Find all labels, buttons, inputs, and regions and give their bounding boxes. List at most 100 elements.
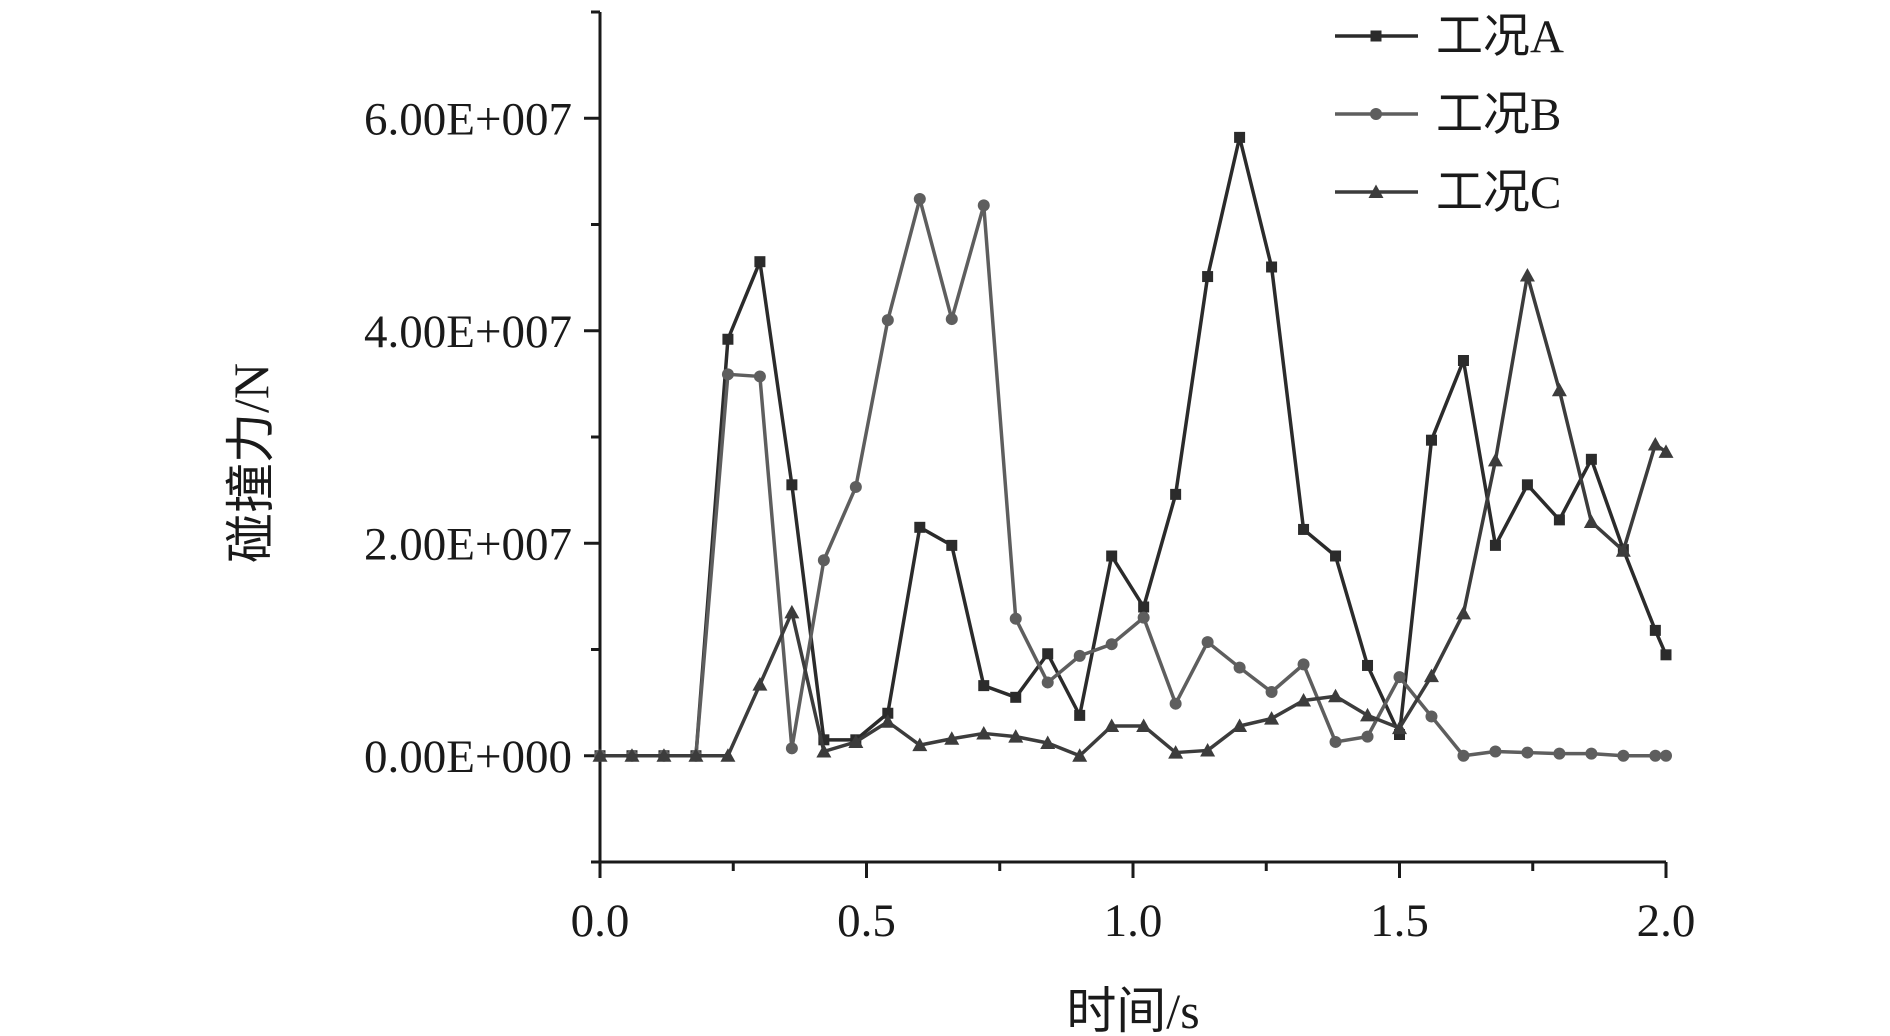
data-point	[1615, 543, 1631, 557]
data-point	[1425, 434, 1437, 446]
data-point	[1649, 749, 1662, 762]
data-point	[1136, 718, 1152, 732]
data-point	[688, 748, 704, 762]
data-point	[1519, 268, 1535, 282]
legend-marker	[1368, 184, 1384, 198]
data-point	[1233, 661, 1246, 674]
data-point	[1041, 676, 1054, 689]
data-point	[754, 256, 766, 268]
data-point	[1106, 550, 1118, 562]
data-point	[1658, 444, 1674, 458]
series-layer	[592, 131, 1674, 762]
legend: 工况A 工况B 工况C	[1335, 11, 1564, 219]
data-point	[624, 748, 640, 762]
data-point	[1234, 131, 1246, 143]
data-point	[1201, 636, 1214, 649]
legend-label: 工况B	[1436, 89, 1561, 141]
data-point	[946, 539, 958, 551]
data-point	[1455, 605, 1471, 620]
legend-marker	[1370, 108, 1382, 120]
series-line	[600, 135, 1668, 758]
data-point	[976, 725, 992, 740]
data-point	[880, 714, 896, 728]
data-point	[1649, 624, 1661, 636]
data-point	[720, 748, 736, 762]
y-ticks	[584, 10, 600, 864]
data-point	[978, 680, 990, 692]
data-point	[786, 479, 798, 491]
y-tick-label: 0.00E+000	[364, 731, 572, 783]
data-point	[913, 193, 926, 205]
data-point	[752, 677, 768, 691]
data-point	[1585, 453, 1597, 465]
legend-item: 工况A	[1335, 11, 1564, 63]
data-point	[1202, 271, 1214, 283]
data-point	[1298, 523, 1310, 535]
data-point	[722, 333, 734, 345]
data-point	[882, 707, 894, 719]
y-tick-label: 6.00E+007	[364, 93, 572, 145]
legend-marker	[1370, 30, 1382, 42]
data-point	[1138, 601, 1150, 613]
data-point	[1660, 649, 1672, 661]
x-tick-label: 0.5	[837, 895, 896, 947]
data-point	[1647, 436, 1663, 451]
data-point	[914, 521, 926, 533]
data-point	[1553, 514, 1565, 526]
legend-label: 工况A	[1436, 11, 1564, 63]
data-point	[1521, 746, 1534, 759]
series-3	[592, 268, 1674, 762]
data-point	[1040, 735, 1056, 749]
data-point	[945, 313, 958, 326]
legend-item: 工况C	[1335, 167, 1561, 219]
data-point	[1170, 488, 1182, 500]
data-point	[1265, 686, 1278, 698]
y-tick-label: 4.00E+007	[364, 306, 572, 358]
data-point	[1105, 638, 1118, 651]
data-point	[1074, 709, 1086, 721]
data-point	[1617, 749, 1630, 762]
data-point	[1009, 612, 1022, 625]
x-tick-label: 1.0	[1104, 895, 1163, 947]
data-point	[1487, 452, 1503, 467]
data-point	[753, 370, 766, 383]
series-1	[594, 131, 1672, 762]
data-point	[1393, 671, 1406, 684]
data-point	[1360, 707, 1376, 722]
data-point	[1521, 479, 1533, 491]
x-ticks	[598, 862, 1668, 878]
data-point	[1264, 711, 1280, 725]
x-tick-label: 2.0	[1637, 895, 1696, 947]
data-point	[656, 748, 672, 762]
data-point	[1104, 718, 1120, 732]
x-tick-label: 0.0	[571, 895, 630, 947]
data-point	[1168, 745, 1184, 759]
x-tick-labels: 0.0 0.5 1.0 1.5 2.0	[571, 895, 1696, 947]
data-point	[1329, 735, 1342, 748]
y-axis-title: 碰撞力/N	[223, 363, 279, 563]
data-point	[592, 748, 608, 762]
data-point	[1328, 688, 1344, 703]
data-point	[1394, 729, 1405, 740]
y-tick-labels: 0.00E+000 2.00E+007 4.00E+007 6.00E+007	[364, 93, 572, 783]
x-axis-title: 时间/s	[1066, 983, 1199, 1036]
data-point	[816, 744, 832, 758]
y-tick-label: 2.00E+007	[364, 518, 572, 570]
data-point	[849, 480, 862, 493]
data-point	[1583, 514, 1599, 528]
data-point	[977, 199, 990, 212]
data-point	[1010, 691, 1022, 703]
data-point	[881, 314, 894, 327]
data-point	[1551, 382, 1567, 397]
data-point	[1297, 658, 1310, 671]
data-point	[1425, 710, 1438, 723]
data-point	[1008, 729, 1024, 743]
data-point	[912, 737, 928, 752]
data-point	[1200, 742, 1216, 757]
data-point	[1362, 659, 1374, 671]
data-point	[1042, 648, 1054, 660]
data-point	[1457, 355, 1469, 366]
data-point	[817, 554, 830, 567]
x-tick-label: 1.5	[1370, 895, 1429, 947]
